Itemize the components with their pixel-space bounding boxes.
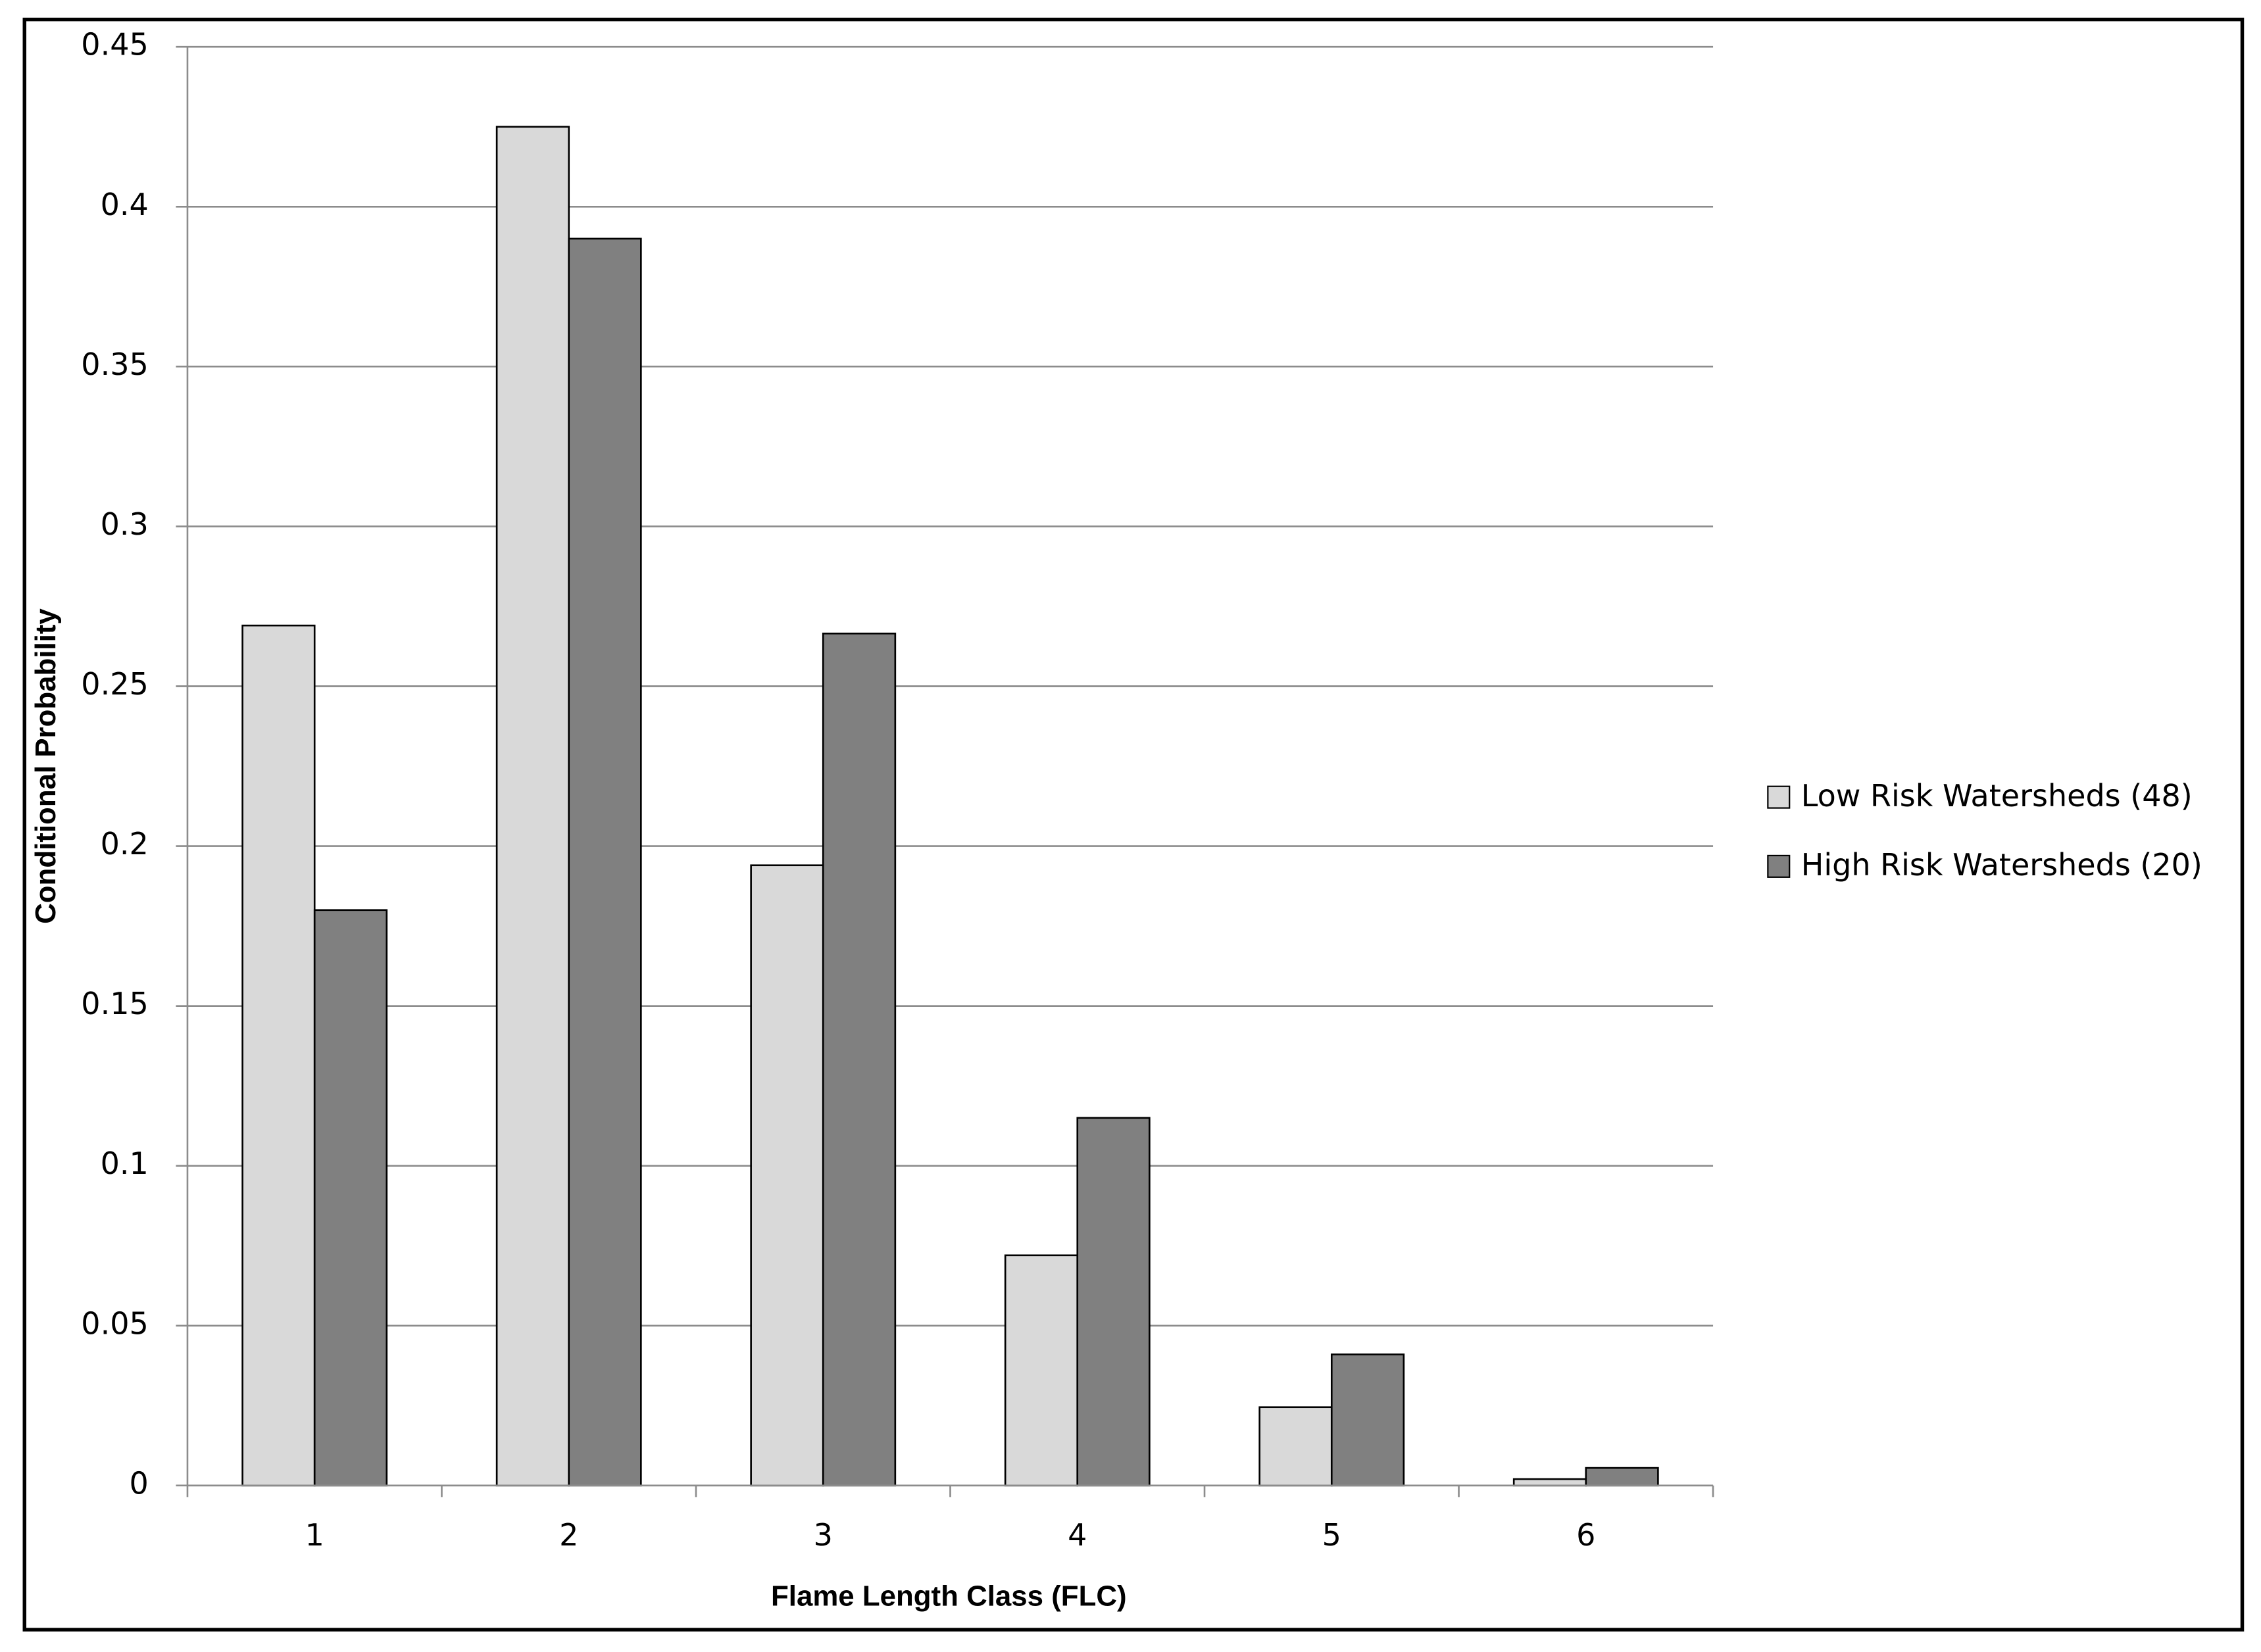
bar — [750, 864, 824, 1487]
y-tick-label: 0.3 — [101, 506, 149, 542]
y-tick-label: 0.15 — [81, 986, 148, 1021]
bar — [1330, 1353, 1405, 1487]
bar — [822, 632, 897, 1487]
bar — [1512, 1478, 1587, 1487]
y-tick-label: 0.1 — [101, 1146, 149, 1181]
legend-label: Low Risk Watersheds (48) — [1801, 778, 2193, 814]
y-tick-label: 0.35 — [81, 347, 148, 382]
x-tick-label: 2 — [559, 1517, 578, 1553]
bar — [1076, 1117, 1151, 1487]
y-tick-label: 0 — [129, 1465, 148, 1501]
x-axis-title: Flame Length Class (FLC) — [771, 1580, 1127, 1612]
y-tick-label: 0.45 — [81, 27, 148, 62]
bar — [1258, 1406, 1333, 1487]
x-tick-label: 6 — [1576, 1517, 1595, 1553]
y-tick-label: 0.25 — [81, 666, 148, 702]
bar — [241, 624, 316, 1487]
legend-label: High Risk Watersheds (20) — [1801, 847, 2202, 883]
x-tick-label: 4 — [1068, 1517, 1087, 1553]
y-tick-label: 0.05 — [81, 1305, 148, 1341]
legend-swatch — [1767, 785, 1791, 809]
bar — [313, 909, 388, 1487]
x-tick-label: 5 — [1322, 1517, 1341, 1553]
bar — [1585, 1467, 1659, 1487]
x-tick-label: 1 — [305, 1517, 324, 1553]
y-axis-title: Conditional Probability — [30, 608, 62, 924]
x-tick-label: 3 — [814, 1517, 833, 1553]
bar — [568, 237, 642, 1487]
bar — [495, 126, 570, 1487]
bar — [1004, 1254, 1079, 1487]
y-tick-label: 0.4 — [101, 187, 149, 222]
legend-swatch — [1767, 854, 1791, 878]
y-tick-label: 0.2 — [101, 826, 149, 862]
